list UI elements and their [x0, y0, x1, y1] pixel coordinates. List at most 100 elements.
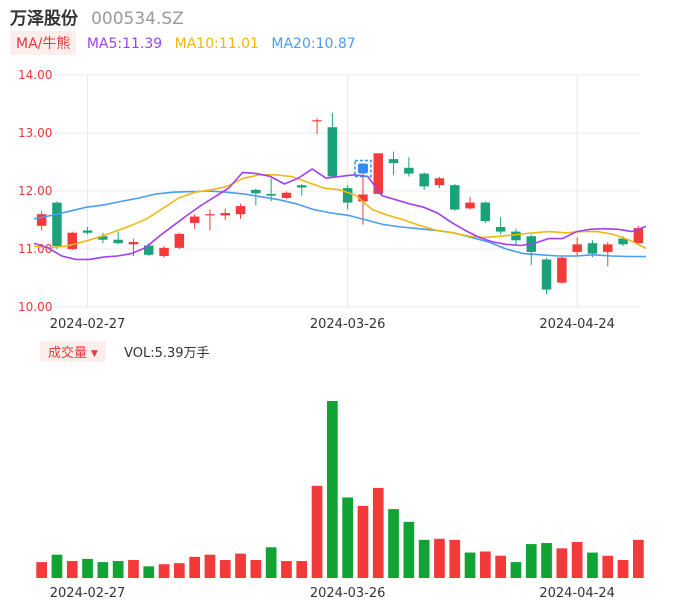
candle [36, 211, 47, 231]
x-tick-label: 2024-04-24 [539, 317, 615, 332]
candle-body [633, 228, 644, 244]
volume-bar [97, 562, 109, 578]
volume-indicator-dropdown[interactable]: 成交量 ▼ [40, 341, 106, 362]
candle [373, 153, 383, 194]
candle [450, 184, 460, 211]
candle-body [52, 202, 62, 247]
volume-bar [143, 566, 155, 578]
candle-body [266, 193, 276, 196]
candle [572, 237, 582, 256]
volume-bar [388, 509, 399, 578]
candle-body [618, 238, 628, 245]
volume-chart[interactable]: 2024-02-27 2024-03-26 2024-04-24 [0, 361, 686, 606]
price-chart[interactable]: 14.00 13.00 12.00 11.00 10.00 2024-02-27 2024-… [0, 0, 686, 335]
candle-body [220, 213, 230, 216]
volume-bar [587, 552, 598, 578]
candle [82, 226, 93, 235]
volume-bar [326, 401, 338, 578]
y-tick-label: 12.00 [18, 184, 52, 198]
volume-bar [403, 521, 415, 578]
current-position-marker [354, 159, 372, 178]
ma-legend: MA/牛熊 MA5:11.39 MA10:11.01 MA20:10.87 [10, 31, 356, 55]
stock-name: 万泽股份 [10, 9, 78, 29]
candle [465, 196, 475, 210]
candle [603, 242, 613, 267]
candle-body [189, 216, 200, 223]
candle-body [113, 239, 123, 244]
volume-bar [204, 554, 216, 578]
candle-body [419, 173, 429, 187]
marker-fill [357, 163, 368, 174]
x-tick-label: 2024-04-24 [539, 586, 615, 601]
y-tick-label: 13.00 [18, 126, 52, 140]
y-tick-label: 11.00 [18, 242, 52, 256]
x-tick-label: 2024-02-27 [50, 586, 126, 601]
candle [358, 173, 368, 225]
candle [495, 217, 506, 235]
volume-bar [464, 552, 476, 578]
candle [235, 203, 246, 219]
candle [297, 184, 307, 196]
volume-bar [525, 544, 537, 578]
volume-bar [342, 497, 354, 578]
caret-down-icon: ▼ [91, 349, 98, 359]
candle-body [404, 167, 414, 174]
candle-body [67, 232, 77, 249]
volume-bar [311, 485, 323, 578]
candle [251, 188, 261, 206]
volume-bar [296, 561, 308, 578]
candle-body [281, 192, 292, 198]
volume-bar [173, 563, 185, 578]
volume-bar [541, 543, 552, 578]
ma20-legend: MA20:10.87 [271, 36, 356, 52]
volume-bar [219, 559, 231, 578]
candle [312, 118, 322, 135]
candle [220, 208, 230, 220]
volume-tag-label: 成交量 [48, 346, 88, 361]
volume-bar [189, 556, 201, 578]
candle-body [434, 178, 445, 186]
candle-body [327, 127, 338, 177]
volume-bar [617, 559, 629, 578]
volume-value: VOL:5.39万手 [124, 346, 210, 361]
marker-frame [354, 159, 372, 178]
candle [526, 234, 536, 266]
volume-bar [632, 539, 644, 578]
x-tick-label: 2024-02-27 [50, 317, 126, 332]
volume-bar [556, 548, 568, 578]
x-tick-label: 2024-03-26 [310, 586, 386, 601]
candle [480, 201, 491, 223]
volume-bar [112, 561, 124, 578]
volume-bar [250, 559, 262, 578]
candle [205, 209, 215, 231]
candle-body [603, 244, 613, 252]
candle-body [465, 202, 475, 209]
candle-body [495, 226, 506, 232]
candle-body [297, 185, 307, 188]
candle [511, 228, 521, 247]
volume-bar [495, 555, 507, 578]
candle [281, 191, 292, 200]
candle-body [128, 242, 139, 245]
volume-bar [571, 541, 583, 578]
ma10-legend: MA10:11.01 [174, 36, 259, 52]
candle [159, 246, 169, 258]
candle [52, 201, 62, 249]
candle [541, 257, 552, 295]
candle-body [98, 236, 108, 240]
candle [404, 157, 414, 177]
volume-bar [281, 561, 292, 578]
volume-bar [158, 564, 170, 578]
ma-toggle-button[interactable]: MA/牛熊 [10, 31, 77, 55]
stock-code: 000534.SZ [91, 9, 184, 29]
volume-bar [357, 505, 369, 578]
volume-bar [434, 538, 445, 578]
candle [266, 178, 276, 202]
volume-bar [235, 553, 246, 578]
candle-body [205, 214, 215, 216]
volume-bar [449, 539, 461, 578]
candle [434, 177, 445, 189]
candle-body [557, 257, 567, 283]
volume-bar [602, 555, 614, 578]
ma5-legend: MA5:11.39 [86, 36, 163, 52]
